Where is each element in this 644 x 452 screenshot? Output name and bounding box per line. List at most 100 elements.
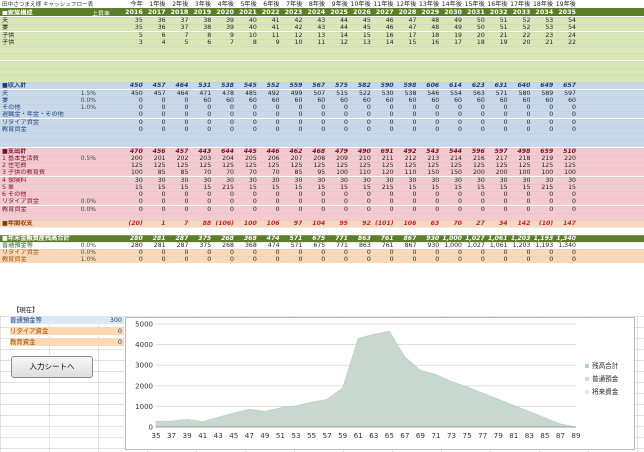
cell: 761: [380, 234, 394, 242]
cell: 0: [298, 198, 303, 206]
family-row: 子供 5 6 7 8 9 10 11 12 13 14 15 16 17 18 19 20 21 22 23 24: [0, 31, 644, 39]
cell: 125: [495, 162, 508, 169]
cell: 0: [344, 111, 348, 119]
income-row: 教育資金 0 0 0 0 0 0 0 0 0 0 0 0 0 0 0 0 0 0 0 0: [0, 125, 644, 133]
cell: 0: [366, 104, 371, 111]
year-offset-cell: 今年: [130, 1, 143, 8]
cell: 106: [403, 220, 417, 227]
year-cell: 2027: [375, 8, 394, 16]
cell: 0: [480, 205, 485, 213]
cell: 0: [207, 256, 212, 264]
x-tick-label: 81: [509, 431, 518, 440]
cell: 49: [454, 17, 462, 24]
row-label: ■年末金融資産残高合計: [2, 234, 70, 242]
cell: 0: [161, 191, 166, 198]
assets-row: リタイア資金 0.0% 0 0 0 0 0 0 0 0 0 0 0 0 0 0 0 0 0 0 0 0: [0, 249, 644, 257]
cell: 1,061: [488, 234, 508, 242]
cell: 0: [321, 249, 326, 256]
cell: 45: [362, 24, 371, 32]
cell: 30: [454, 176, 462, 184]
cell: 125: [176, 162, 189, 169]
cell: 125: [153, 162, 166, 169]
x-tick-label: 77: [478, 431, 487, 440]
x-tick-label: 37: [167, 431, 176, 440]
cell: 0: [138, 96, 143, 104]
legend-label: 普通預金: [592, 375, 619, 383]
grid-line: [0, 205, 644, 207]
cell: 13: [362, 38, 371, 46]
cell: 110: [358, 169, 371, 177]
cell: 492: [403, 147, 417, 155]
cell: 11: [317, 38, 326, 46]
row-rate: 0.0%: [80, 198, 96, 206]
cell: 63: [430, 220, 440, 227]
cell: 88: [202, 220, 212, 227]
cell: 478: [222, 89, 234, 97]
cell: 0: [366, 118, 371, 126]
cell: 582: [357, 82, 371, 90]
cell: 42: [294, 24, 303, 32]
row-rate: [74, 126, 96, 133]
year-offset-cell: 14年後: [441, 1, 462, 8]
cell: 522: [358, 89, 371, 97]
row-label: 4 保険料: [2, 176, 27, 184]
row-rate: 0.0%: [80, 249, 96, 256]
cell: 1,027: [467, 241, 485, 249]
grid-line: [98, 316, 99, 452]
cell: 150: [450, 169, 462, 177]
cell: 125: [130, 162, 143, 169]
expense-total-row: ■支出計 470 456 457 443 644 445 446 462 468 479 490 691…: [0, 147, 644, 155]
cell: 85: [180, 169, 189, 177]
row-label: 教育資金: [2, 125, 27, 133]
cell: 0: [298, 256, 303, 264]
cell: 0: [161, 125, 166, 133]
cell: 457: [153, 89, 166, 97]
cell: 17: [408, 31, 417, 39]
cell: 0: [161, 256, 166, 264]
cell: 368: [244, 241, 257, 249]
cell: 0: [230, 118, 234, 126]
cell: 0: [321, 104, 326, 111]
cell: 0: [503, 118, 508, 126]
cell: 1,203: [510, 234, 531, 242]
cell: 1,340: [556, 234, 576, 242]
cell: 771: [335, 234, 348, 242]
cell: 0: [184, 191, 189, 198]
cell: 51: [499, 24, 508, 32]
year-cell: 2025: [330, 8, 348, 16]
income-row: 妻 0.0% 0 0 0 60 60 60 60 60 60 60 60 60 60 60 60 60 60 60 60…: [0, 96, 644, 104]
cell: 0: [138, 111, 143, 119]
cell: 531: [198, 82, 212, 90]
cell: 0: [458, 198, 462, 206]
cell: 499: [290, 89, 303, 97]
cell: 21: [499, 31, 508, 39]
cell: 7: [184, 31, 189, 39]
cell: 0: [252, 205, 257, 213]
cell: 457: [175, 147, 189, 155]
cell: 450: [130, 89, 143, 97]
cell: 0: [252, 191, 257, 198]
year-cell: 2022: [261, 8, 280, 16]
cell: 40: [248, 17, 257, 24]
year-offset-cell: 6年後: [263, 1, 280, 8]
cell: 47: [408, 24, 417, 32]
cell: 97: [293, 220, 303, 227]
cell: 649: [540, 82, 554, 90]
cell: 597: [494, 147, 508, 155]
cell: 0: [572, 111, 576, 119]
cell: 0: [389, 249, 394, 256]
cell: 220: [564, 154, 576, 162]
cell: 0: [435, 256, 440, 264]
cell: 0: [184, 198, 189, 206]
cell: 657: [563, 82, 576, 90]
cell: 0: [207, 191, 212, 198]
row-label: 妻: [2, 24, 9, 32]
cell: 0: [298, 111, 303, 119]
go-to-input-sheet-button[interactable]: 入力シートへ: [11, 356, 93, 378]
cell: 30: [157, 176, 166, 184]
cell: 0: [572, 198, 576, 206]
cell: 0: [549, 104, 554, 111]
cell: 0: [389, 111, 394, 119]
cell: 0: [230, 205, 234, 213]
cell: 203: [199, 154, 212, 162]
